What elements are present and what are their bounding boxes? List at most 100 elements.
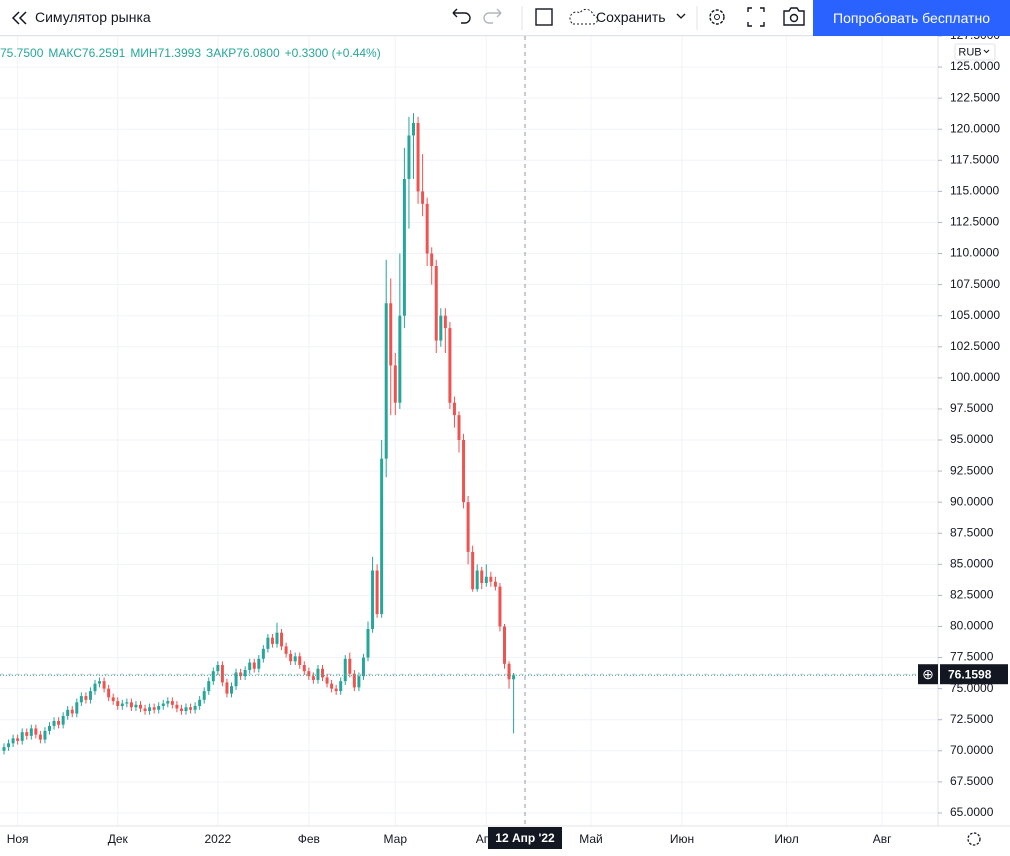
y-tick-label: 87.5000 [950,525,994,539]
candle-body [152,707,156,710]
candle-body [257,658,261,669]
fullscreen[interactable] [747,7,765,27]
tools-right [747,7,805,27]
candle-body [266,637,270,649]
currency-caret [983,49,990,54]
settings[interactable] [709,9,725,25]
y-tick-label: 95.0000 [950,432,994,446]
redo[interactable] [483,8,502,24]
y-tick-label: 100.0000 [950,370,1000,384]
plus: ⊕ [922,666,934,682]
candle-body [366,628,370,658]
cta-button[interactable]: Попробовать бесплатно [813,0,1010,36]
candle-body [261,648,265,659]
candle-body [402,178,406,316]
y-tick-label: 122.5000 [950,90,1000,104]
candle-body [480,570,484,583]
candle-body [179,708,183,712]
axis-settings[interactable] [967,832,981,846]
candle-body [61,715,65,725]
candle-body [280,632,284,647]
title[interactable]: Симулятор рынка [35,9,151,25]
close-label: ЗАКР [206,46,236,60]
candle-body [421,191,425,204]
candle-body [125,702,129,704]
y-tick-label: 112.5000 [950,215,999,229]
candle-body [70,709,74,714]
candle-body [384,303,388,459]
candle-body [111,697,115,702]
candle-body [211,671,215,682]
y-tick-label: 107.5000 [950,277,1000,291]
y-tick-label: 115.0000 [950,184,999,198]
x-tick-label: Июл [774,832,798,846]
candle-body [93,683,97,692]
collapse-icon[interactable] [10,8,30,28]
y-tick-label: 117.5000 [950,152,999,166]
dropdown[interactable] [676,13,686,19]
layout[interactable] [535,8,553,26]
candle-body [339,681,343,692]
candle-body [88,691,92,700]
cloud [569,8,598,25]
candle-body [493,581,497,587]
candle-body [202,691,206,700]
candle-body [2,747,6,751]
candle-body [452,402,456,416]
candle-body [361,657,365,677]
candle-body [289,653,293,662]
low: 71.3993 [158,46,202,60]
candle-body [20,732,24,741]
candle-body [248,662,252,670]
y-tick-label: 72.5000 [950,712,994,726]
save[interactable]: Сохранить [596,9,666,25]
candle-body [52,720,56,726]
currency-box[interactable] [954,43,996,61]
candle-body [311,676,315,680]
chart: RUB 75.7500 МАКС76.2591 МИН71.3993 ЗАКР76.0… [0,36,1010,856]
candle-body [498,586,502,627]
y-tick-label: 65.0000 [950,805,994,819]
y-tick-label: 102.5000 [950,339,1000,353]
candle-body [66,709,70,716]
y-tick-label: 80.0000 [950,619,994,633]
y-tick-label: 82.5000 [950,588,994,602]
toolbar: Симулятор рынка Сохранить Попробовать бе… [0,0,1010,36]
crosshair-price-box[interactable] [918,664,938,685]
y-tick-label: 85.0000 [950,556,994,570]
close: 76.0800 [236,46,280,60]
candle-body [7,743,11,748]
candle-body [325,677,329,684]
candle-body [11,738,15,744]
candle-body [29,728,33,736]
snapshot[interactable] [783,7,805,26]
high: 76.2591 [82,46,126,60]
candle-body [230,686,233,694]
candle-body [79,696,83,703]
candle-body [148,707,152,712]
candle-body [170,701,174,705]
candle-body [198,699,202,707]
candle-body [407,135,411,179]
candle-body [471,551,475,590]
candle-body [207,681,211,692]
y-tick-label: 125.0000 [950,59,1000,73]
candle-body [189,707,193,710]
candle-body [252,662,256,669]
crosshair-date-box [488,827,562,849]
x-tick-label: Ноя [7,832,29,846]
settings-core [714,14,720,20]
candle-body [216,665,220,672]
tools [452,6,725,30]
candle-body [316,668,320,680]
candle-body [293,656,297,662]
currency[interactable]: RUB [958,46,981,58]
candle-body [107,688,111,698]
candle-body [430,253,434,266]
candle-body [175,704,179,709]
y-tick-label: 90.0000 [950,494,994,508]
candle-body [25,732,29,736]
y-tick-label: 120.0000 [950,121,1000,135]
undo[interactable] [452,8,471,24]
